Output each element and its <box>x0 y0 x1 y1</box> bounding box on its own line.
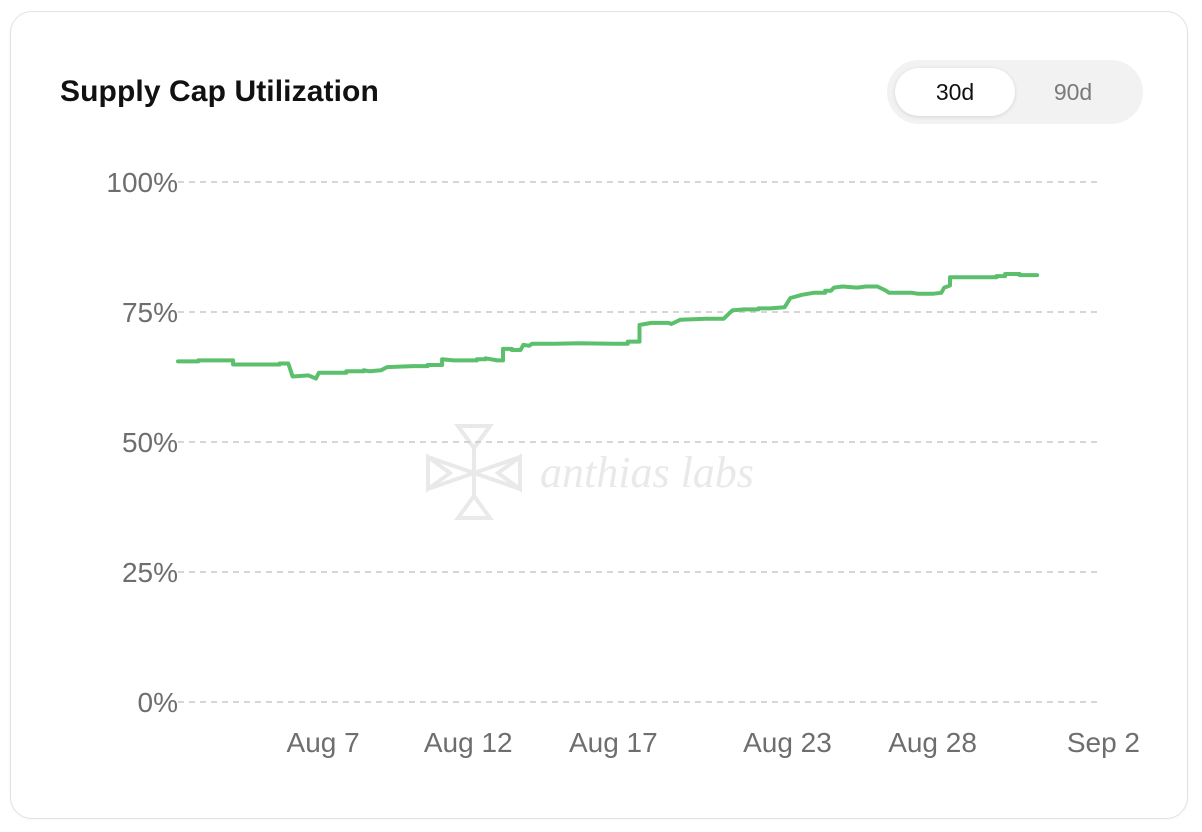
chart-card: Supply Cap Utilization 30d 90d <box>10 11 1188 819</box>
y-tick-label: 100% <box>106 167 178 198</box>
range-30d-button[interactable]: 30d <box>895 68 1015 116</box>
x-tick-label: Aug 28 <box>888 727 977 758</box>
y-tick-label: 25% <box>122 557 178 588</box>
x-tick-label: Sep 2 <box>1067 727 1140 758</box>
watermark-text: anthias labs <box>540 448 754 497</box>
y-tick-label: 75% <box>122 297 178 328</box>
x-tick-label: Aug 7 <box>287 727 360 758</box>
watermark-logo: anthias labs <box>426 424 754 520</box>
series-line <box>176 272 1040 381</box>
x-tick-label: Aug 23 <box>743 727 832 758</box>
y-tick-label: 0% <box>138 687 178 718</box>
range-toggle: 30d 90d <box>887 60 1143 124</box>
range-90d-button[interactable]: 90d <box>1013 68 1133 116</box>
watermark-icon <box>426 424 522 520</box>
y-tick-label: 50% <box>122 427 178 458</box>
x-tick-label: Aug 12 <box>424 727 513 758</box>
chart-title: Supply Cap Utilization <box>60 75 379 108</box>
x-tick-label: Aug 17 <box>569 727 658 758</box>
